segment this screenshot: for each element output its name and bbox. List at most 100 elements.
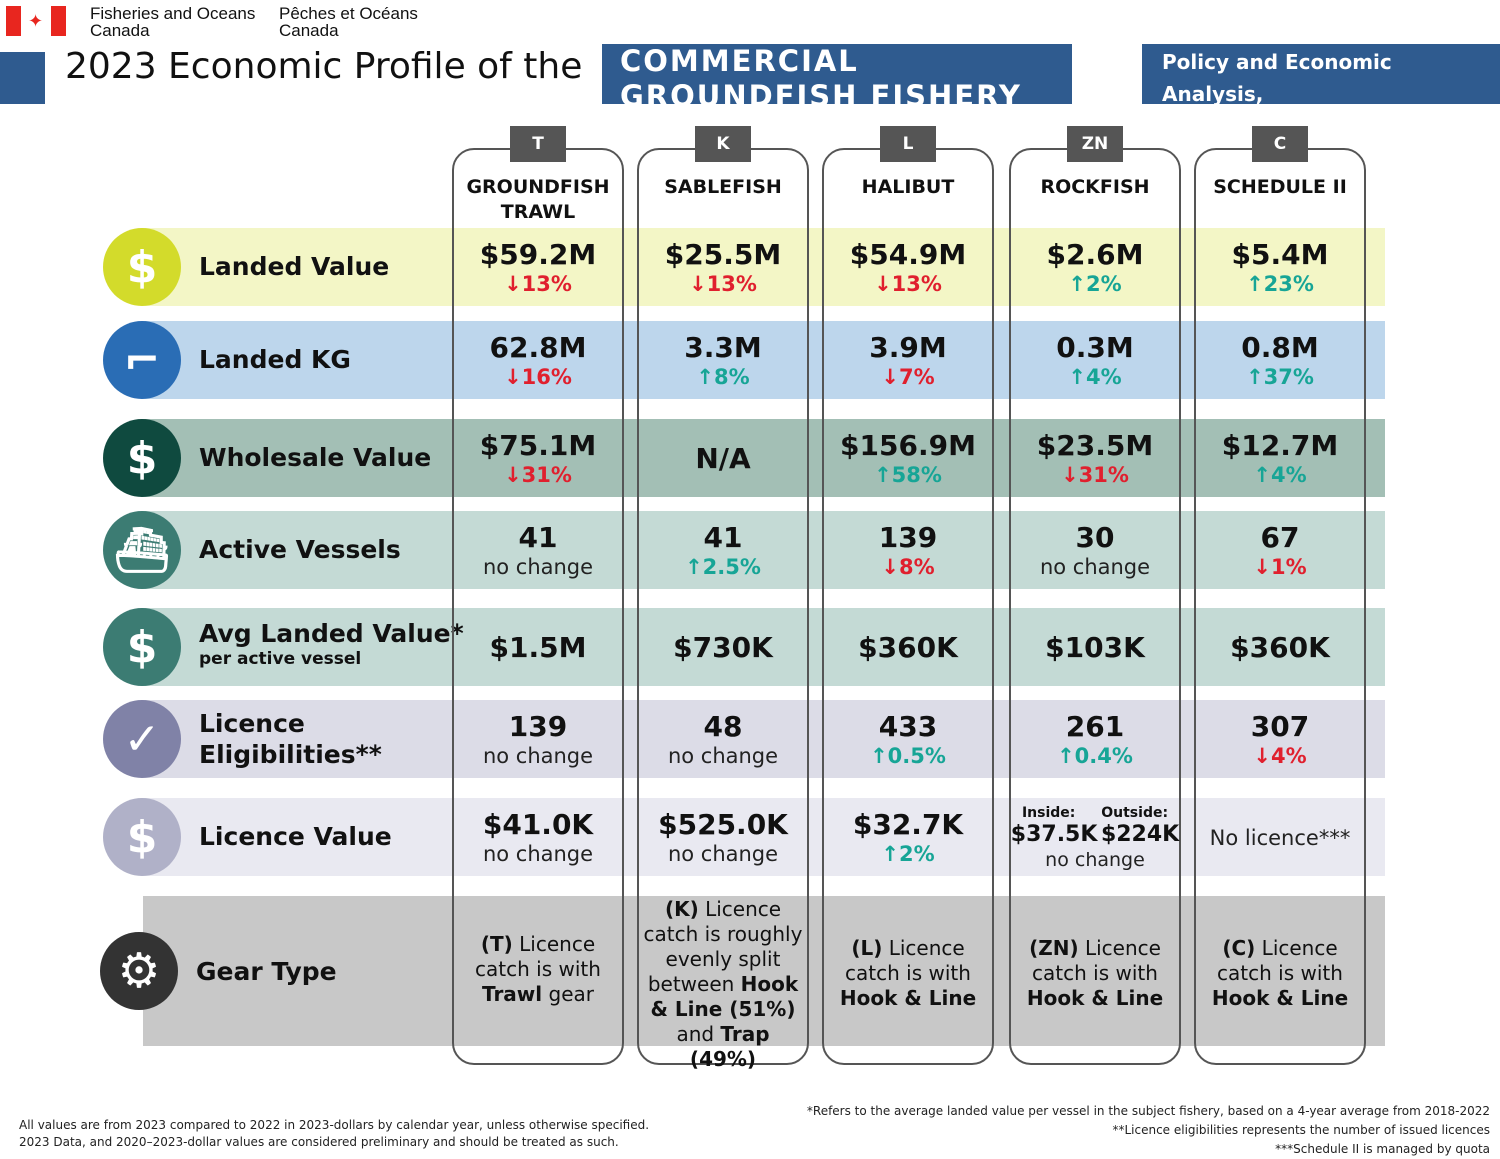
cell-value: 41 — [518, 521, 558, 554]
change-indicator: no change — [1039, 555, 1151, 579]
change-indicator: ↓13% — [504, 272, 572, 296]
cell-value: $59.2M — [479, 238, 597, 271]
cell-value: N/A — [695, 442, 751, 475]
column-header: GROUNDFISH TRAWL — [466, 176, 610, 223]
outside-value: $224K — [1100, 822, 1180, 847]
table-cell: 433 ↑0.5% — [822, 708, 994, 772]
row-label-text: Licence Eligibilities** — [199, 709, 382, 769]
header-accent-block — [0, 52, 45, 104]
column-code-tab: ZN — [1067, 126, 1123, 162]
org-en-line2: Canada — [90, 21, 150, 40]
table-cell: 3.3M ↑8% — [637, 329, 809, 393]
gear-description: (T) Licence catch is with Trawl gear — [456, 932, 620, 1007]
row-label-text: Active Vessels — [199, 535, 401, 564]
org-name-en: Fisheries and Oceans Canada — [90, 5, 255, 39]
column-code-tab: L — [880, 126, 936, 162]
change-text: no change — [1045, 849, 1145, 871]
change-indicator: ↓7% — [881, 365, 935, 389]
gear-text-segment: (L) — [851, 936, 883, 960]
cell-value: 433 — [878, 710, 938, 743]
fishery-title: COMMERCIAL GROUNDFISH FISHERY — [602, 44, 1072, 104]
boat-icon: ⛴ — [103, 511, 181, 589]
row-label: Wholesale Value — [199, 442, 431, 473]
column-code-tab: C — [1252, 126, 1308, 162]
change-indicator: ↑23% — [1246, 272, 1314, 296]
gear-text-segment: Hook & Line (51%) — [650, 972, 799, 1021]
unit-title-line2: Pacific Region — [1162, 114, 1321, 138]
cell-value: $32.7K — [852, 808, 964, 841]
table-cell: 139 ↓8% — [822, 519, 994, 583]
gear-description: (C) Licence catch is with Hook & Line — [1198, 936, 1362, 1011]
org-fr-line1: Pêches et Océans — [279, 4, 418, 23]
fishery-title-line1: COMMERCIAL — [620, 44, 859, 78]
table-cell: $156.9M ↑58% — [822, 427, 994, 491]
fishery-title-line2: GROUNDFISH FISHERY — [620, 79, 1022, 104]
row-band — [143, 419, 1385, 497]
org-name-fr: Pêches et Océans Canada — [279, 5, 418, 39]
dollar-icon: $ — [103, 608, 181, 686]
change-indicator: ↑8% — [696, 365, 750, 389]
change-indicator: no change — [667, 744, 779, 768]
row-label: Landed KG — [199, 344, 351, 375]
table-cell: $730K — [637, 616, 809, 680]
row-band — [143, 321, 1385, 399]
gear-text-segment: Trap (49%) — [689, 1022, 770, 1071]
gear-text-segment: gear — [542, 982, 594, 1006]
change-indicator: ↑2.5% — [685, 555, 761, 579]
gears-icon: ⚙ — [100, 932, 178, 1010]
footnote-right-3: ***Schedule II is managed by quota — [1275, 1142, 1490, 1156]
cell-value: 48 — [703, 710, 743, 743]
table-cell: 67 ↓1% — [1194, 519, 1366, 583]
outside-label: Outside: — [1101, 805, 1169, 821]
table-cell: 30 no change — [1009, 519, 1181, 583]
table-cell: $41.0K no change — [452, 806, 624, 870]
column-code-tab: K — [695, 126, 751, 162]
cell-value: $156.9M — [840, 429, 976, 462]
gear-text-segment: Hook & Line — [1026, 986, 1164, 1010]
row-label-text: Avg Landed Value* — [199, 619, 464, 648]
gear-text-segment: (ZN) — [1029, 936, 1079, 960]
cell-value: 3.3M — [684, 331, 762, 364]
canada-flag-logo: ✦ — [6, 6, 66, 36]
inside-value: $37.5K — [1010, 822, 1098, 847]
table-cell: 0.3M ↑4% — [1009, 329, 1181, 393]
change-indicator: ↓8% — [881, 555, 935, 579]
row-label-text: Licence Value — [199, 822, 392, 851]
table-cell: $23.5M ↓31% — [1009, 427, 1181, 491]
row-label: Licence Eligibilities** — [199, 708, 399, 770]
checkmark-icon: ✓ — [103, 700, 181, 778]
cell-value: 41 — [703, 521, 743, 554]
gear-text-segment: and — [676, 1022, 721, 1046]
row-label-text: Landed KG — [199, 345, 351, 374]
table-cell: $25.5M ↓13% — [637, 236, 809, 300]
table-cell: 41 ↑2.5% — [637, 519, 809, 583]
column-header: ROCKFISH — [1040, 176, 1150, 198]
inside-outside-labels: Inside: Outside: — [1009, 805, 1181, 821]
change-indicator: no change — [482, 842, 594, 866]
row-label: Avg Landed Value* per active vessel — [199, 618, 464, 669]
gear-text-segment: (T) — [480, 932, 513, 956]
org-en-line1: Fisheries and Oceans — [90, 4, 256, 23]
cell-value: 62.8M — [489, 331, 587, 364]
change-indicator: ↑2% — [881, 842, 935, 866]
column-code-tab: T — [510, 126, 566, 162]
change-indicator: ↓31% — [1061, 463, 1129, 487]
gear-text-segment: Licence catch is with — [1217, 936, 1343, 985]
cell-value: $360K — [858, 631, 958, 664]
table-cell: $1.5M — [452, 616, 624, 680]
unit-title: Policy and Economic Analysis, Pacific Reg… — [1142, 44, 1500, 138]
change-indicator: ↓13% — [689, 272, 757, 296]
footnote-left-1: All values are from 2023 compared to 202… — [19, 1118, 650, 1132]
change-indicator: ↑4% — [1068, 365, 1122, 389]
cell-value: $1.5M — [489, 631, 587, 664]
cell-value: 307 — [1250, 710, 1310, 743]
column-header: HALIBUT — [861, 176, 955, 198]
table-cell: 48 no change — [637, 708, 809, 772]
fishhook-icon: ⌐ — [103, 321, 181, 399]
cell-value: 261 — [1065, 710, 1125, 743]
gear-text-segment: Hook & Line — [839, 986, 977, 1010]
cell-value: $23.5M — [1036, 429, 1154, 462]
footnote-right-2: **Licence eligibilities represents the n… — [1112, 1123, 1490, 1137]
change-indicator: ↓1% — [1253, 555, 1307, 579]
org-fr-line2: Canada — [279, 21, 339, 40]
